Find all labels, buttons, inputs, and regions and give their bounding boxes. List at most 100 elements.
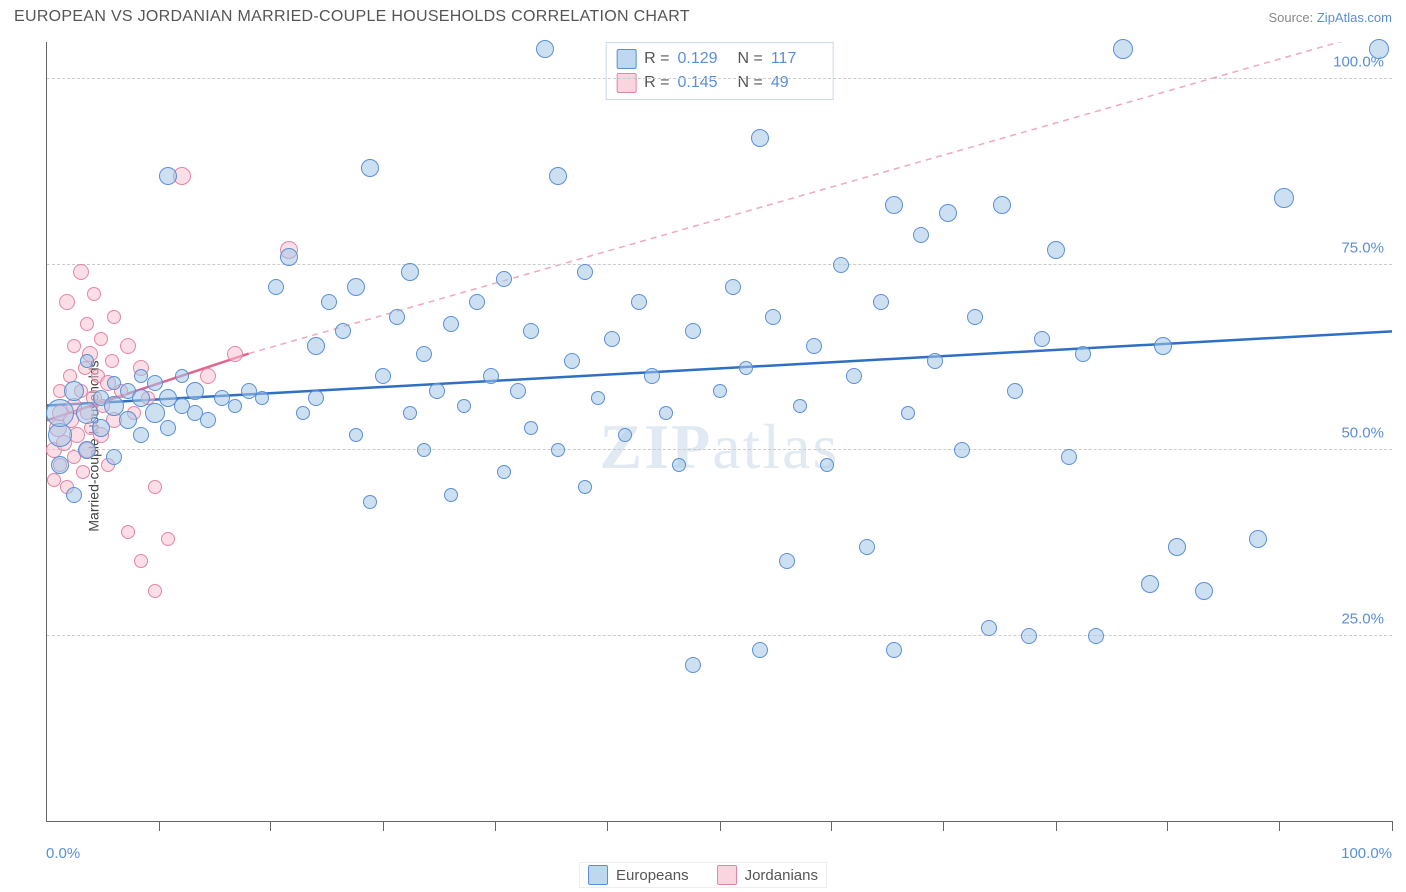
legend-label-europeans: Europeans xyxy=(616,867,689,884)
scatter-point-blue xyxy=(524,421,538,435)
scatter-point-blue xyxy=(993,196,1011,214)
scatter-point-blue xyxy=(659,406,673,420)
x-tick xyxy=(1056,821,1057,831)
scatter-point-blue xyxy=(685,657,701,673)
scatter-point-blue xyxy=(66,487,82,503)
scatter-point-blue xyxy=(739,361,753,375)
correlation-stats-box: R = 0.129 N = 117 R = 0.145 N = 49 xyxy=(605,42,834,100)
scatter-point-blue xyxy=(268,279,284,295)
scatter-point-blue xyxy=(186,382,204,400)
x-tick xyxy=(831,821,832,831)
source-link[interactable]: ZipAtlas.com xyxy=(1317,10,1392,25)
scatter-point-blue xyxy=(981,620,997,636)
scatter-point-blue xyxy=(536,40,554,58)
n-value-pink: 49 xyxy=(771,74,823,92)
scatter-point-blue xyxy=(939,204,957,222)
scatter-point-blue xyxy=(1034,331,1050,347)
scatter-point-blue xyxy=(483,368,499,384)
scatter-point-blue xyxy=(793,399,807,413)
scatter-point-blue xyxy=(1168,538,1186,556)
scatter-point-blue xyxy=(713,384,727,398)
scatter-point-blue xyxy=(175,369,189,383)
scatter-point-blue xyxy=(604,331,620,347)
scatter-point-blue xyxy=(417,443,431,457)
scatter-point-blue xyxy=(308,390,324,406)
n-label: N = xyxy=(738,74,763,92)
legend-item-jordanians: Jordanians xyxy=(717,865,818,885)
scatter-point-blue xyxy=(551,443,565,457)
scatter-point-blue xyxy=(1274,188,1294,208)
x-tick xyxy=(1167,821,1168,831)
x-tick xyxy=(270,821,271,831)
scatter-point-blue xyxy=(1007,383,1023,399)
scatter-point-blue xyxy=(1061,449,1077,465)
scatter-point-blue xyxy=(752,642,768,658)
r-label: R = xyxy=(644,50,669,68)
scatter-point-blue xyxy=(859,539,875,555)
scatter-point-blue xyxy=(1075,346,1091,362)
scatter-point-blue xyxy=(901,406,915,420)
scatter-point-blue xyxy=(92,419,110,437)
scatter-point-blue xyxy=(457,399,471,413)
scatter-point-blue xyxy=(833,257,849,273)
x-tick xyxy=(720,821,721,831)
scatter-point-blue xyxy=(1021,628,1037,644)
gridline-h xyxy=(47,635,1392,636)
scatter-point-pink xyxy=(67,339,81,353)
r-value-blue: 0.129 xyxy=(678,50,730,68)
chart-title: EUROPEAN VS JORDANIAN MARRIED-COUPLE HOU… xyxy=(14,8,690,26)
x-tick xyxy=(159,821,160,831)
scatter-point-blue xyxy=(591,391,605,405)
scatter-point-blue xyxy=(51,456,69,474)
watermark-zip: ZIP xyxy=(600,411,713,482)
scatter-point-blue xyxy=(1249,530,1267,548)
scatter-point-blue xyxy=(577,264,593,280)
scatter-point-blue xyxy=(1141,575,1159,593)
scatter-point-pink xyxy=(94,332,108,346)
scatter-point-pink xyxy=(134,554,148,568)
n-label: N = xyxy=(738,50,763,68)
scatter-point-blue xyxy=(46,399,74,427)
scatter-point-pink xyxy=(161,532,175,546)
legend-item-europeans: Europeans xyxy=(588,865,689,885)
scatter-point-blue xyxy=(1154,337,1172,355)
scatter-point-blue xyxy=(321,294,337,310)
swatch-pink-icon xyxy=(616,73,636,93)
scatter-point-blue xyxy=(1088,628,1104,644)
scatter-point-blue xyxy=(80,354,94,368)
scatter-point-blue xyxy=(147,375,163,391)
scatter-point-blue xyxy=(160,420,176,436)
scatter-point-blue xyxy=(885,196,903,214)
scatter-point-blue xyxy=(133,427,149,443)
scatter-point-blue xyxy=(644,368,660,384)
scatter-point-pink xyxy=(87,287,101,301)
scatter-point-blue xyxy=(349,428,363,442)
x-tick xyxy=(1392,821,1393,831)
scatter-point-blue xyxy=(255,391,269,405)
scatter-point-blue xyxy=(403,406,417,420)
watermark: ZIPatlas xyxy=(600,410,840,484)
gridline-h xyxy=(47,78,1392,79)
scatter-point-blue xyxy=(1047,241,1065,259)
scatter-point-blue xyxy=(523,323,539,339)
scatter-point-blue xyxy=(361,159,379,177)
n-value-blue: 117 xyxy=(771,50,823,68)
scatter-point-blue xyxy=(363,495,377,509)
scatter-point-pink xyxy=(200,368,216,384)
r-value-pink: 0.145 xyxy=(678,74,730,92)
x-tick xyxy=(943,821,944,831)
scatter-point-pink xyxy=(227,346,243,362)
x-tick xyxy=(1279,821,1280,831)
x-min-label: 0.0% xyxy=(46,845,80,862)
scatter-point-blue xyxy=(765,309,781,325)
scatter-point-blue xyxy=(846,368,862,384)
scatter-point-blue xyxy=(510,383,526,399)
source-attribution: Source: ZipAtlas.com xyxy=(1268,10,1392,25)
r-label: R = xyxy=(644,74,669,92)
scatter-point-blue xyxy=(335,323,351,339)
y-tick-label: 50.0% xyxy=(1341,425,1384,442)
scatter-point-blue xyxy=(1195,582,1213,600)
scatter-point-blue xyxy=(886,642,902,658)
scatter-point-pink xyxy=(107,310,121,324)
scatter-point-blue xyxy=(280,248,298,266)
